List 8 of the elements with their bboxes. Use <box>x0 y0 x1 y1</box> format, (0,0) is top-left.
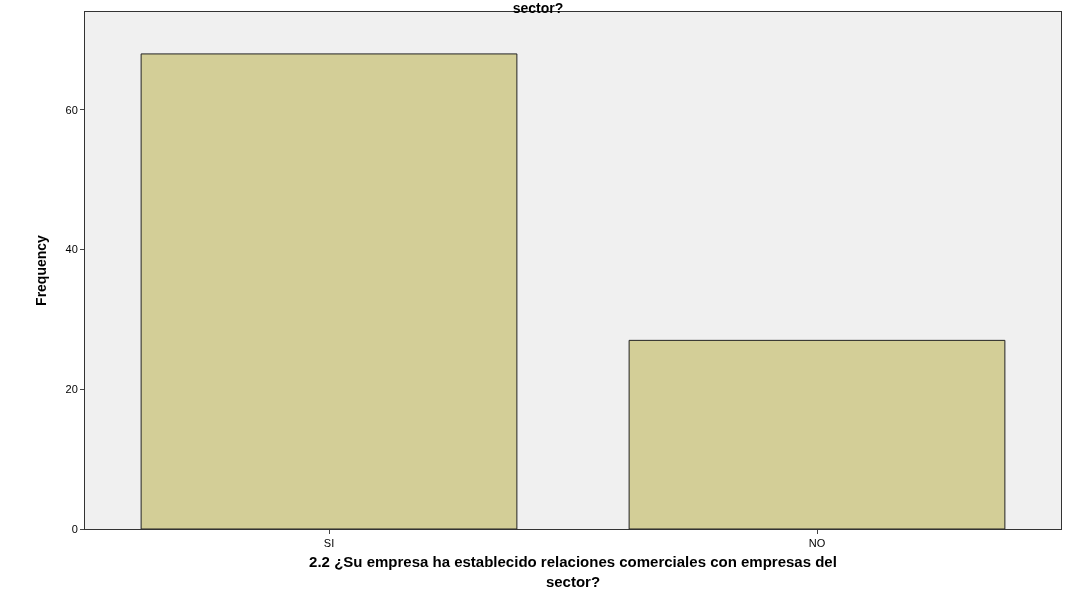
x-axis-title: 2.2 ¿Su empresa ha establecido relaciones comerciales con empresas del sector? <box>309 553 837 590</box>
y-tick-label: 0 <box>71 522 78 535</box>
y-tick-label: 40 <box>65 243 78 256</box>
y-tick-label: 20 <box>65 383 78 396</box>
y-axis-title: Frequency <box>33 234 50 306</box>
y-tick-label: 60 <box>65 103 78 116</box>
x-tick-label: SI <box>323 537 335 550</box>
x-tick-label: NO <box>808 537 826 550</box>
